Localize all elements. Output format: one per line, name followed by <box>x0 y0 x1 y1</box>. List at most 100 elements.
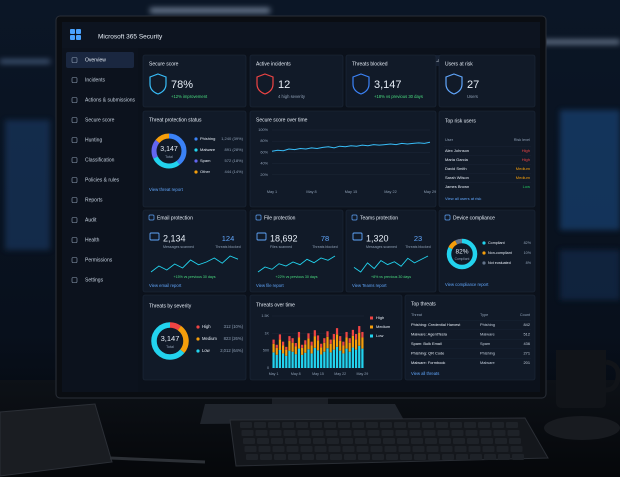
kpi-value: 78% <box>171 79 193 91</box>
donut-total: 3,147 <box>161 334 180 343</box>
top-bar <box>62 22 540 48</box>
nav-item[interactable]: Settings <box>85 277 104 283</box>
nav-item[interactable]: Audit <box>85 217 97 223</box>
key <box>356 446 369 452</box>
bar-segment <box>297 331 301 338</box>
bar-segment <box>301 347 304 355</box>
legend-name: High <box>376 315 384 320</box>
nav-item[interactable]: Health <box>85 237 100 243</box>
donut-center-label: Compliant <box>455 257 470 261</box>
key <box>510 446 523 452</box>
metric-label: Messages scanned <box>366 245 397 249</box>
key <box>370 446 383 452</box>
key <box>512 454 524 460</box>
mug <box>556 350 606 408</box>
legend-swatch <box>482 251 486 255</box>
bar-segment <box>358 332 361 346</box>
bar-segment <box>316 350 320 368</box>
key <box>422 422 434 428</box>
card-link[interactable]: View file report <box>256 283 284 288</box>
bar-segment <box>335 334 339 347</box>
blocked-label: Threats blocked <box>215 245 241 249</box>
bar-segment <box>361 331 364 338</box>
card-link[interactable]: View Teams report <box>352 283 387 288</box>
bar-segment <box>329 339 332 344</box>
x-tick-label: May 29 <box>357 372 369 376</box>
nav-item[interactable]: Secure score <box>85 117 115 123</box>
bar-segment <box>354 334 358 340</box>
card-link[interactable]: View compliance report <box>445 282 489 287</box>
bar-segment <box>323 342 326 352</box>
mug-handle <box>605 359 620 393</box>
key <box>286 446 299 452</box>
donut-center: 82% <box>455 249 468 256</box>
risk-level: Low <box>523 184 530 189</box>
nav-item[interactable]: Classification <box>85 157 115 163</box>
card <box>404 294 536 381</box>
bar-segment <box>345 331 348 338</box>
kpi-title: Users at risk <box>445 61 473 67</box>
nav-item[interactable]: Reports <box>85 197 103 203</box>
nav-item[interactable]: Overview <box>85 57 106 63</box>
x-tick-label: May 1 <box>269 372 279 376</box>
card <box>249 54 344 108</box>
nav-item[interactable]: Hunting <box>85 137 102 143</box>
key <box>341 438 353 444</box>
key <box>442 454 454 460</box>
y-tick-label: 1.5K <box>261 314 269 318</box>
key <box>355 438 367 444</box>
bar-segment <box>297 348 301 368</box>
key <box>314 446 327 452</box>
card-title: Email protection <box>157 215 193 221</box>
bar-segment <box>278 334 282 340</box>
bar-segment <box>354 339 358 350</box>
bar-segment <box>313 330 316 337</box>
bar-segment <box>278 339 282 350</box>
key <box>324 422 336 428</box>
key <box>243 438 255 444</box>
bar-segment <box>339 336 342 341</box>
nav-item[interactable]: Policies & rules <box>85 177 120 183</box>
key <box>246 454 258 460</box>
key <box>411 438 423 444</box>
trend-note: +15% vs previous 30 days <box>173 275 215 279</box>
card-link[interactable]: View threat report <box>149 187 184 192</box>
key <box>481 438 493 444</box>
sidebar <box>62 48 138 392</box>
bar-segment <box>288 336 291 341</box>
donut-total: 3,147 <box>160 146 178 153</box>
key <box>338 422 350 428</box>
table-cell: Phishing <box>480 351 495 356</box>
bar-segment <box>348 342 351 352</box>
nav-item[interactable]: Actions & submissions <box>85 97 136 103</box>
bar-segment <box>301 354 304 368</box>
y-tick-label: 100% <box>258 128 268 132</box>
bar-segment <box>291 342 294 352</box>
donut-segment <box>151 133 187 169</box>
nav-icon <box>71 57 78 63</box>
bar-segment <box>361 337 364 349</box>
nav-item[interactable]: Incidents <box>85 77 106 83</box>
x-tick-label: May 8 <box>306 190 316 194</box>
card-link[interactable]: View email report <box>149 283 182 288</box>
y-tick-label: 80% <box>260 139 268 143</box>
kpi-icon <box>445 73 463 95</box>
card <box>249 110 437 208</box>
key <box>241 430 254 436</box>
key <box>244 446 257 452</box>
bar-segment <box>307 338 310 350</box>
metric-icon <box>256 232 267 241</box>
key <box>412 446 425 452</box>
kpi-note: +12% improvement <box>171 94 208 99</box>
nav-item[interactable]: Permissions <box>85 257 113 263</box>
card-link[interactable]: View all threats <box>411 371 439 376</box>
kpi-title: Secure score <box>149 61 179 67</box>
kpi-value: 27 <box>467 79 479 91</box>
legend-value: 891 (28%) <box>225 147 244 152</box>
donut-total-label: Total <box>165 155 173 159</box>
key <box>288 454 300 460</box>
card-link[interactable]: View all users at risk <box>445 196 481 201</box>
bar-segment <box>345 348 348 368</box>
legend-name: Phishing <box>200 136 215 141</box>
